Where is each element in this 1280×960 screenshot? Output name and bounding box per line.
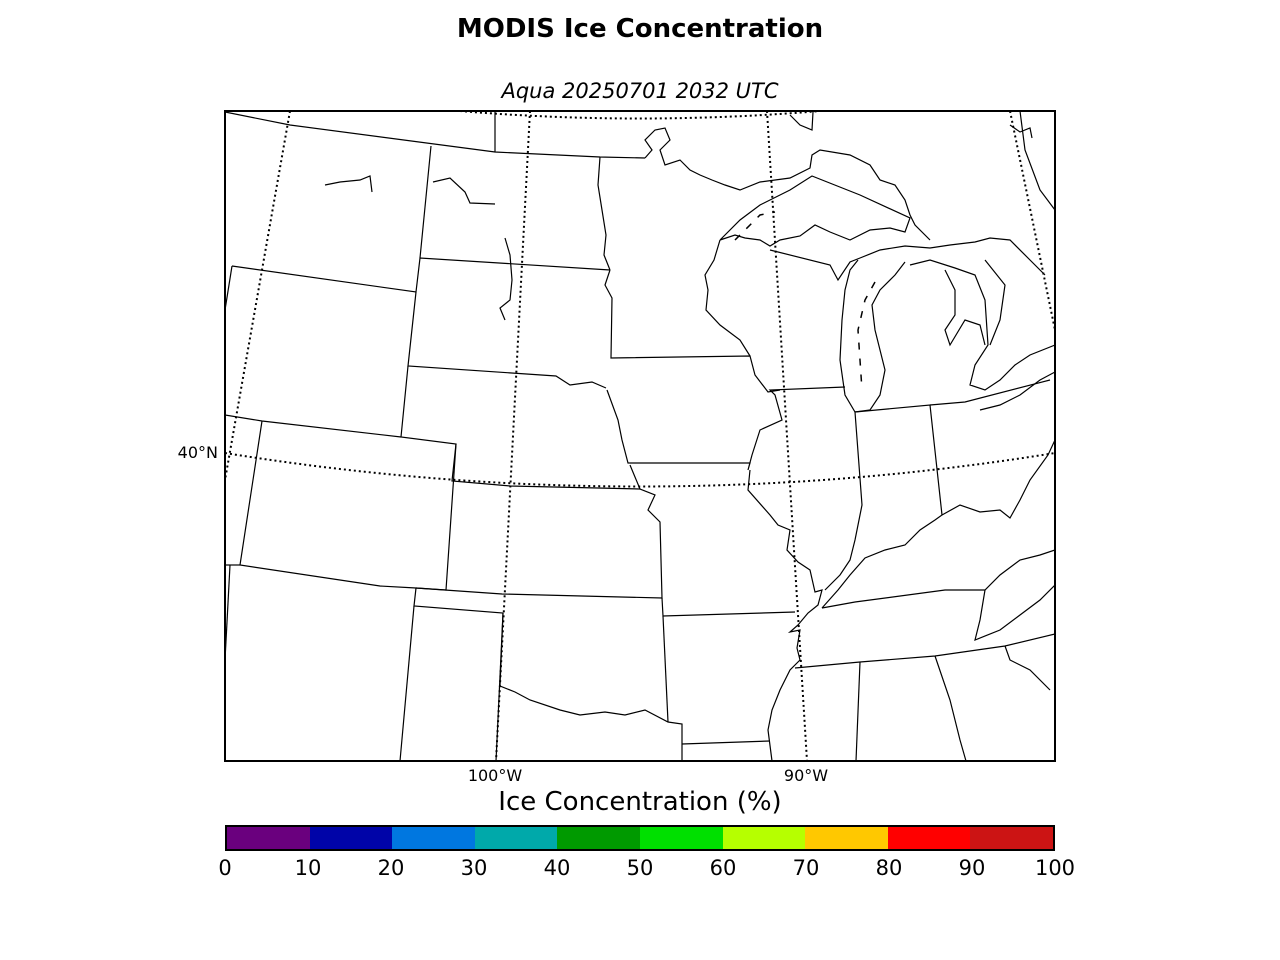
colorbar-segment (474, 827, 558, 849)
colorbar-tick-label: 100 (1034, 856, 1076, 880)
lat-label-40n: 40°N (177, 443, 218, 462)
lon-label-90w: 90°W (783, 766, 829, 785)
figure-title: MODIS Ice Concentration (456, 14, 824, 44)
colorbar-tick-label: 10 (294, 856, 322, 880)
colorbar-tick-label: 40 (543, 856, 571, 880)
colorbar-segment (722, 827, 806, 849)
state-boundaries (225, 111, 1055, 761)
colorbar-tick-label: 30 (460, 856, 488, 880)
colorbar (225, 825, 1055, 851)
colorbar-segment (805, 827, 888, 849)
colorbar-tick-label: 80 (875, 856, 903, 880)
lon-label-100w: 100°W (467, 766, 523, 785)
map-frame (224, 110, 1056, 762)
colorbar-tick-label: 60 (709, 856, 737, 880)
colorbar-tick-label: 0 (218, 856, 232, 880)
colorbar-tick-label: 70 (792, 856, 820, 880)
colorbar-label: Ice Concentration (%) (498, 787, 782, 817)
colorbar-segment (557, 827, 640, 849)
graticule (225, 111, 1055, 761)
figure-subtitle: Aqua 20250701 2032 UTC (501, 79, 779, 103)
colorbar-segment (970, 827, 1053, 849)
colorbar-segment (392, 827, 475, 849)
colorbar-segment (639, 827, 723, 849)
colorbar-tick-label: 20 (377, 856, 405, 880)
colorbar-segment (309, 827, 393, 849)
colorbar-segment (227, 827, 310, 849)
colorbar-tick-label: 50 (626, 856, 654, 880)
colorbar-tick-label: 90 (958, 856, 986, 880)
colorbar-segment (887, 827, 971, 849)
